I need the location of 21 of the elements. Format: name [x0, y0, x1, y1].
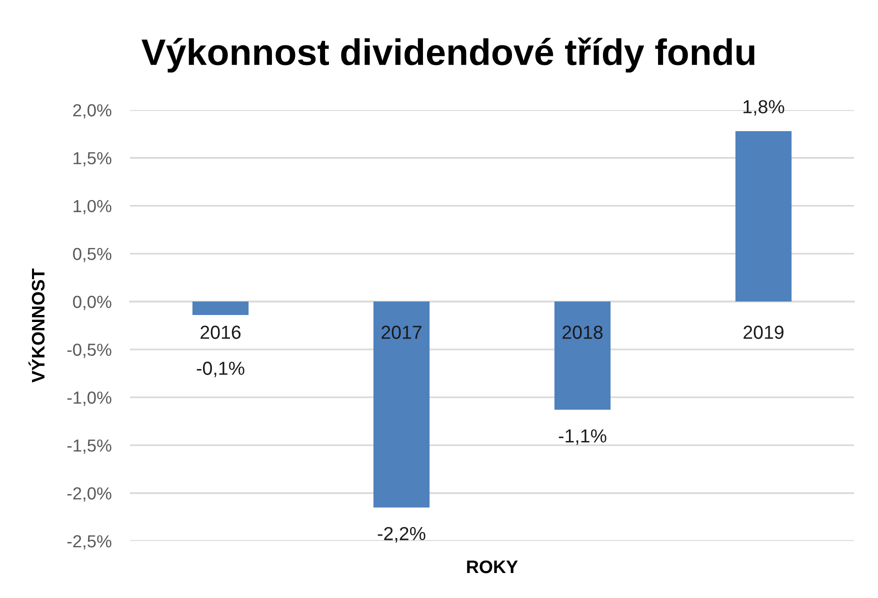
data-label: 1,8% — [744, 100, 784, 116]
y-tick-label: -0,5% — [67, 344, 112, 358]
y-tick-label: -1,5% — [67, 439, 112, 454]
y-tick-label: 0,0% — [73, 296, 112, 310]
y-axis-title: VÝKONNOST — [28, 268, 45, 383]
x-tick-label: 2018 — [562, 326, 603, 339]
y-tick-label: -2,5% — [67, 535, 112, 550]
data-label: -2,2% — [378, 526, 426, 542]
x-tick-label: 2017 — [382, 326, 422, 339]
y-tick-label: 1,0% — [74, 200, 112, 214]
x-axis-title: ROKY — [467, 560, 518, 574]
chart-title: Výkonnost dividendové třídy fondu — [142, 37, 754, 73]
x-tick-label: 2019 — [744, 326, 784, 339]
y-tick-label: 0,5% — [73, 248, 112, 262]
x-tick-label: 2016 — [200, 326, 241, 339]
y-tick-label: -2,0% — [67, 487, 112, 502]
data-label: -1,1% — [558, 429, 606, 445]
y-tick-label: 2,0% — [73, 104, 112, 119]
data-label: -0,1% — [196, 362, 244, 378]
y-tick-label: 1,5% — [74, 152, 112, 166]
y-tick-label: -1,0% — [67, 392, 112, 406]
